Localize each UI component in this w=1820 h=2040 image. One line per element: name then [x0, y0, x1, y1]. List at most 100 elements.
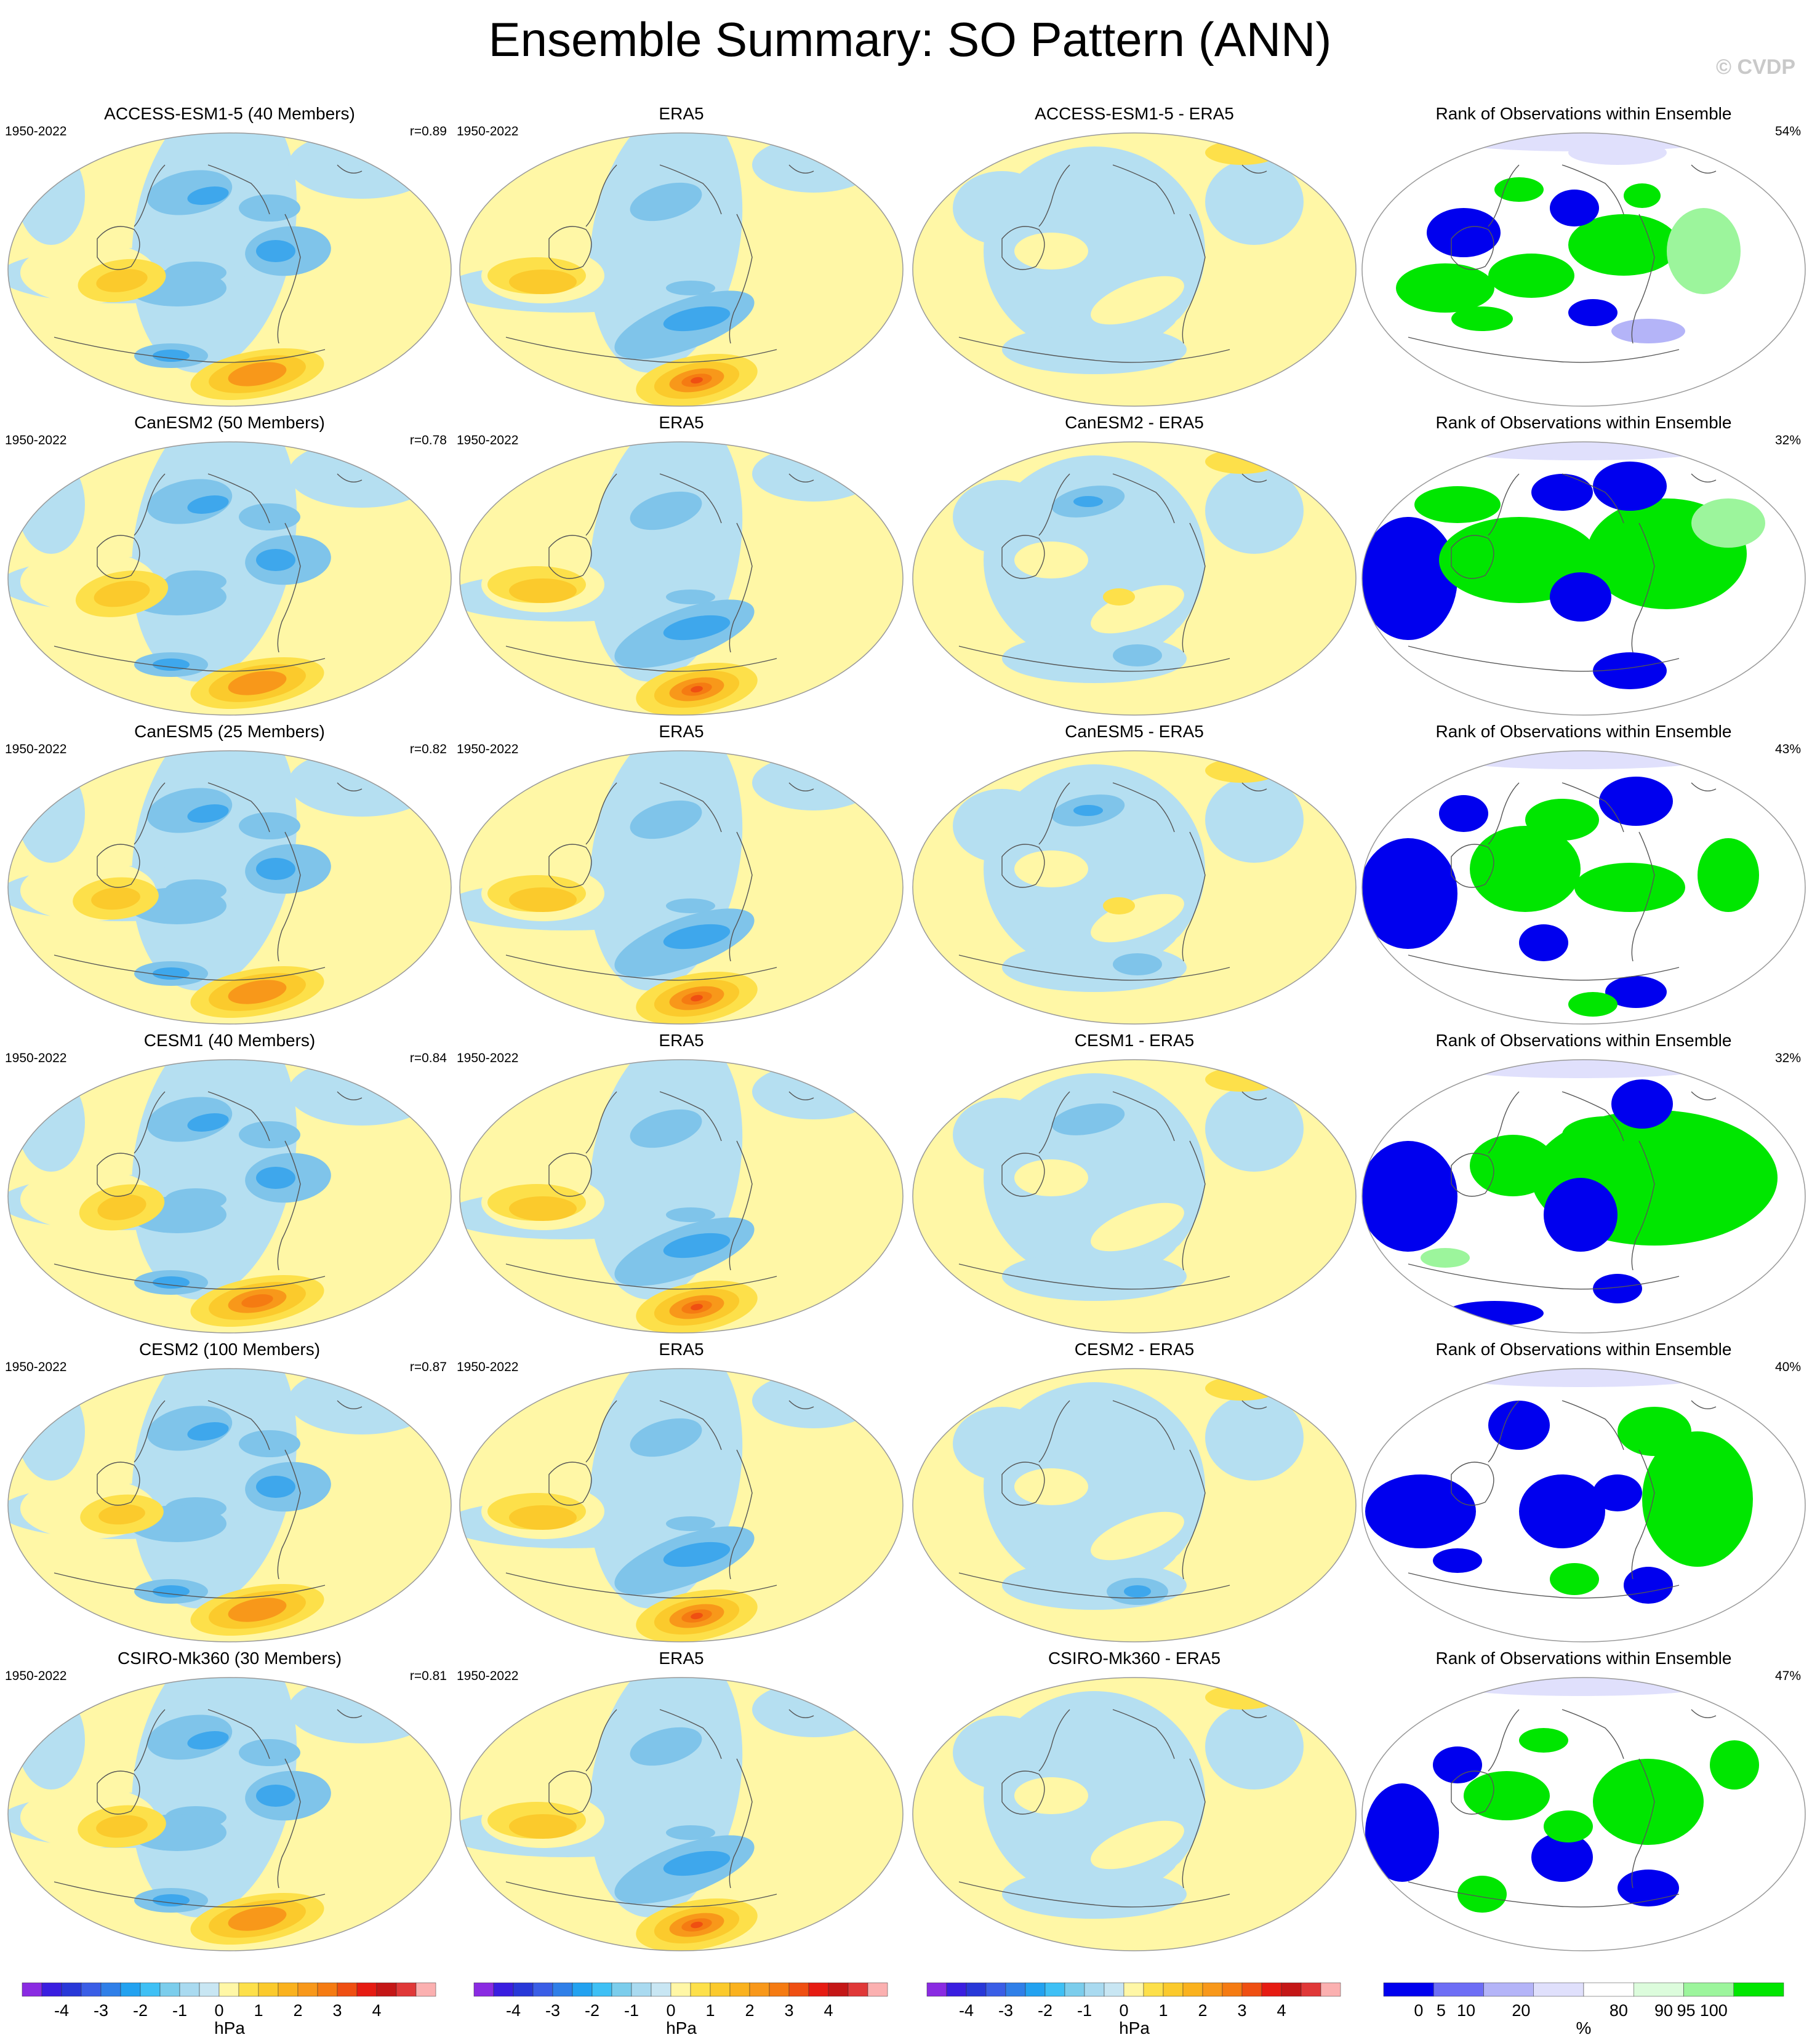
positive-anomaly-region [228, 980, 287, 1004]
coastline [1408, 954, 1680, 981]
negative-anomaly-region [663, 306, 731, 332]
colorbar-swatch [218, 1982, 239, 1997]
colorbar-hpa: -4 -3 -2 -1 0 1 2 3 4 hPa [457, 1969, 906, 2040]
panel-title: ACCESS-ESM1-5 - ERA5 [1035, 104, 1234, 123]
colorbar-tick-label: 100 [1700, 2001, 1728, 2018]
coastline [1182, 1449, 1206, 1580]
colorbar-swatch [1143, 1982, 1164, 1997]
coastline [1112, 473, 1175, 524]
colorbar-tick-label: 2 [1198, 2001, 1207, 2018]
positive-anomaly-region [228, 671, 287, 695]
positive-anomaly-region [1174, 313, 1236, 337]
rank-region [1624, 1567, 1673, 1604]
map-model [7, 1677, 452, 1951]
colorbar-tick-label: -2 [133, 2001, 148, 2018]
negative-anomaly-region [666, 1516, 715, 1531]
coastline [585, 473, 617, 536]
coastline [585, 782, 617, 845]
colorbar-tick-label: 1 [705, 2001, 715, 2018]
panel-diff: CanESM2 - ERA5 [910, 412, 1359, 720]
colorbar-swatch [1044, 1982, 1065, 1997]
coastline [1001, 226, 1045, 270]
panel-rank: Rank of Observations within Ensemble 47% [1359, 1648, 1808, 1956]
panel-title: CanESM5 (25 Members) [134, 722, 325, 741]
map-border [7, 1368, 452, 1642]
rank-region [1593, 1274, 1642, 1303]
colorbar-swatch [1005, 1982, 1026, 1997]
colorbar-tick-label: -3 [94, 2001, 108, 2018]
coastline [505, 1881, 777, 1908]
negative-anomaly-region [256, 1785, 295, 1807]
negative-anomaly-region [752, 1682, 875, 1737]
coastline [207, 164, 270, 215]
panel-title: Rank of Observations within Ensemble [1435, 413, 1732, 432]
colorbar-tick-label: 0 [1414, 2001, 1423, 2018]
coastline [277, 1449, 301, 1580]
rank-region [1568, 299, 1618, 326]
negative-anomaly-region [288, 1678, 436, 1743]
panel-model: ACCESS-ESM1-5 (40 Members) 1950-2022 r=0.8… [5, 103, 454, 411]
negative-anomaly-region [187, 495, 229, 514]
rank-region [1667, 208, 1741, 294]
coastline [1038, 1400, 1070, 1463]
coastline [1408, 646, 1680, 672]
positive-anomaly-region [509, 1196, 577, 1221]
positive-anomaly-region [1091, 585, 1184, 634]
negative-anomaly-region [663, 1233, 731, 1258]
period-label: 1950-2022 [457, 433, 519, 447]
negative-anomaly-region [256, 1476, 295, 1498]
colorbar-swatch [749, 1982, 770, 1997]
colorbar-tick-label: 4 [824, 2001, 833, 2018]
negative-anomaly-region [752, 755, 875, 810]
coastline [54, 1263, 326, 1290]
coastline [1112, 164, 1175, 215]
positive-anomaly-region [1091, 1202, 1184, 1252]
rank-region [1531, 474, 1593, 511]
positive-anomaly-region [1205, 758, 1279, 783]
colorbar-tick-label: 20 [1512, 2001, 1530, 2018]
coastline [1691, 473, 1717, 482]
colorbar-unit: hPa [214, 2018, 245, 2038]
panel-era: ERA5 1950-2022 [457, 1339, 906, 1647]
coastline [548, 535, 592, 579]
colorbar-swatch [1123, 1982, 1144, 1997]
coastline [1631, 1449, 1655, 1580]
coastline [788, 1400, 814, 1409]
colorbar-tick-label: -4 [959, 2001, 974, 2018]
coastline [958, 1572, 1230, 1599]
negative-anomaly-region [288, 751, 436, 817]
coastline [548, 1462, 592, 1506]
coastline [134, 1709, 166, 1772]
coastline [505, 954, 777, 981]
positive-anomaly-region [1014, 1777, 1088, 1814]
coastline [134, 1091, 166, 1154]
panel-diff: CSIRO-Mk360 - ERA5 [910, 1648, 1359, 1956]
coastline [505, 646, 777, 672]
rank-percent: 32% [1774, 433, 1801, 447]
coastline [1631, 1140, 1655, 1271]
colorbar-swatch [1222, 1982, 1243, 1997]
coastline [97, 1462, 140, 1506]
negative-anomaly-region [630, 1727, 702, 1766]
map-field [1362, 1678, 1805, 1951]
colorbar-swatch [1084, 1982, 1105, 1997]
negative-anomaly-region [666, 898, 715, 913]
positive-anomaly-region [1205, 449, 1279, 474]
panel-title: CESM2 - ERA5 [1074, 1340, 1195, 1359]
coastline [1241, 1400, 1267, 1409]
negative-anomaly-region [1205, 159, 1304, 245]
positive-anomaly-region [509, 887, 577, 912]
positive-anomaly-region [241, 1294, 273, 1308]
negative-anomaly-region [1205, 1086, 1304, 1172]
positive-anomaly-region [1091, 1511, 1184, 1561]
map-field [8, 1060, 451, 1333]
coastline [1038, 782, 1070, 845]
rank-percent: 47% [1774, 1669, 1801, 1683]
panel-title: Rank of Observations within Ensemble [1435, 722, 1732, 741]
coastline [97, 1153, 140, 1197]
period-label: 1950-2022 [5, 1360, 67, 1374]
panel-rank: Rank of Observations within Ensemble 32% [1359, 1030, 1808, 1338]
period-label: 1950-2022 [457, 742, 519, 756]
colorbar-swatch [985, 1982, 1006, 1997]
panel-era: ERA5 1950-2022 [457, 1030, 906, 1338]
